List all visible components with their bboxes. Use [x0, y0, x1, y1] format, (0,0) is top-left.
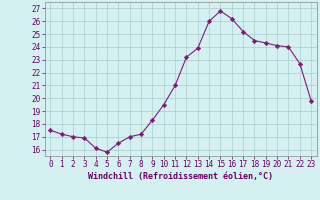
X-axis label: Windchill (Refroidissement éolien,°C): Windchill (Refroidissement éolien,°C): [88, 172, 273, 181]
